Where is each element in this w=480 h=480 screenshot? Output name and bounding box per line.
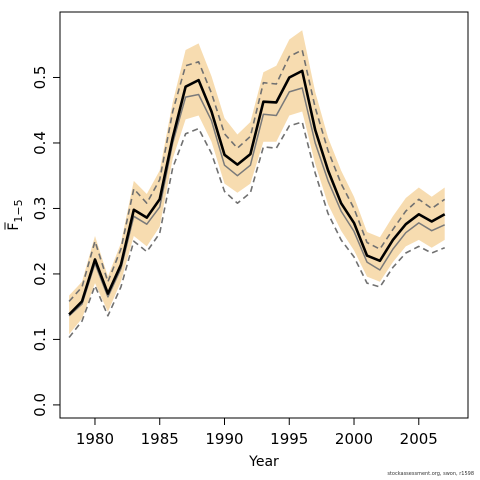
- y-tick-label: 0.1: [31, 327, 49, 351]
- x-tick-label: 1985: [141, 430, 179, 448]
- x-tick-label: 1990: [205, 430, 243, 448]
- y-tick-label: 0.5: [31, 66, 49, 90]
- x-axis: 1980 1985 1990 1995 2000 2005: [76, 418, 438, 448]
- y-tick-label: 0.4: [31, 131, 49, 155]
- y-axis-title: F̅1−5: [4, 199, 25, 230]
- x-tick-label: 1995: [270, 430, 308, 448]
- dashed-lower-line: [68, 121, 446, 338]
- x-tick-label: 2000: [335, 430, 373, 448]
- y-tick-label: 0.2: [31, 262, 49, 286]
- y-tick-label: 0.3: [31, 197, 49, 221]
- x-tick-label: 1980: [76, 430, 114, 448]
- confidence-band: [69, 30, 445, 335]
- footer-credit: stockassessment.org, swon, r1598: [387, 471, 474, 477]
- dashed-upper-line: [68, 49, 446, 302]
- x-axis-title: Year: [248, 454, 279, 470]
- gray-estimate-line: [68, 87, 446, 317]
- y-tick-label: 0.0: [31, 393, 49, 417]
- x-tick-label: 2005: [400, 430, 438, 448]
- plot-frame: [59, 11, 469, 419]
- y-axis-title-subscript: 1−5: [12, 199, 25, 222]
- confidence-band-layer: [69, 30, 445, 335]
- main-estimate-line: [68, 69, 446, 316]
- y-axis: 0.0 0.1 0.2 0.3 0.4 0.5: [31, 66, 60, 417]
- svg-text:F̅1−5: F̅1−5: [4, 199, 25, 230]
- y-axis-title-main: F̅: [4, 222, 22, 231]
- series-lines-layer: [68, 49, 446, 338]
